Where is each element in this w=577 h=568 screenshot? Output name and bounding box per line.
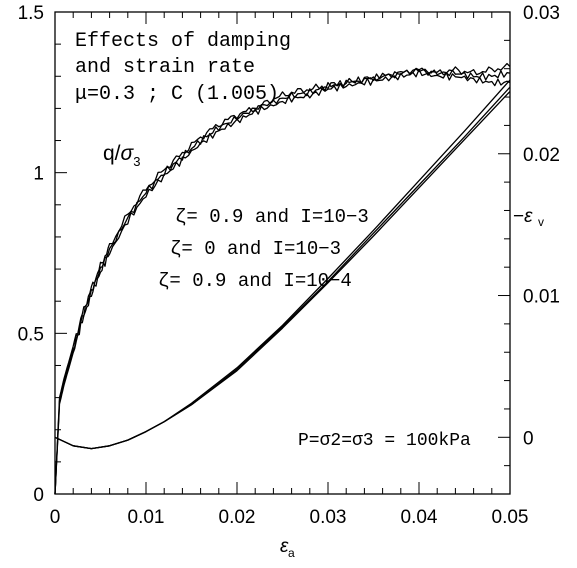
series-line-1 (54, 62, 511, 495)
case-2-label: ζ= 0 and I=10−3 (170, 238, 341, 260)
y-left-tick-label: 1.5 (18, 3, 44, 24)
x-tick-label: 0.03 (310, 507, 347, 528)
x-axis-label-sub: a (288, 546, 295, 560)
x-tick-label: 0.04 (401, 507, 438, 528)
series-line-4 (54, 79, 511, 450)
x-tick-label: 0 (50, 507, 61, 528)
series-line-3 (54, 68, 511, 495)
y-left-tick-label: 1 (33, 164, 44, 185)
q-label: q/σ3 (103, 142, 140, 169)
right-axis-label-sub: v (538, 215, 544, 229)
x-tick-label: 0.02 (219, 507, 256, 528)
title-line-2: and strain rate (75, 56, 255, 79)
pressure-label: P=σ2=σ3 = 100kPa (298, 431, 471, 451)
title-line-1: Effects of damping (75, 30, 291, 53)
x-tick-label: 0.01 (128, 507, 165, 528)
y-left-tick-label: 0 (33, 485, 44, 506)
x-tick-label: 0.05 (492, 507, 529, 528)
right-axis-label: −ε (513, 206, 533, 227)
y-left-tick-label: 0.5 (18, 324, 44, 345)
case-3-label: ζ= 0.9 and I=10−4 (158, 270, 352, 292)
y-right-tick-label: 0.02 (523, 145, 560, 166)
axis-ticks (54, 11, 511, 495)
series-line-6 (54, 90, 511, 450)
tick-labels: 0 0.01 0.02 0.03 0.04 0.05 0 0.5 1 1.5 0 0.01 0.02 0.… (18, 3, 560, 528)
title-line-3: μ=0.3 ; C (1.005) (75, 83, 279, 106)
y-right-tick-label: 0 (523, 428, 534, 449)
series-lines (54, 62, 511, 495)
y-right-tick-label: 0.01 (523, 287, 560, 308)
y-right-tick-label: 0.03 (523, 3, 560, 24)
x-axis-label: ε (280, 536, 289, 557)
case-1-label: ζ= 0.9 and I=10−3 (175, 206, 369, 228)
plot-frame (54, 11, 511, 495)
